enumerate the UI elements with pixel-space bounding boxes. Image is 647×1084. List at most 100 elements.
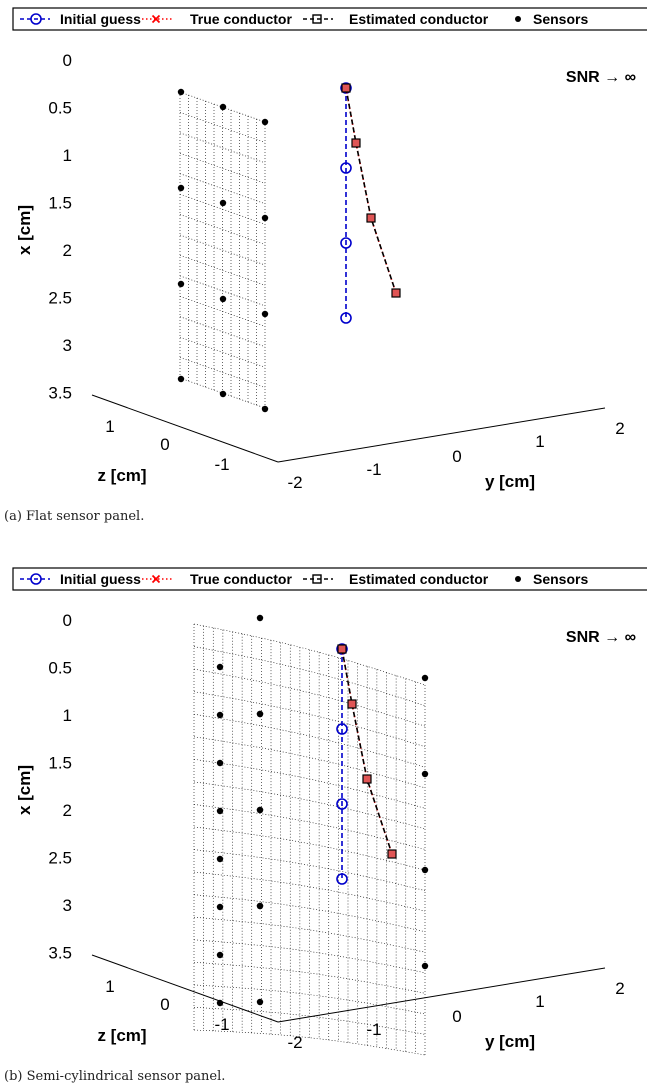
mesh-line	[193, 691, 426, 747]
legend-marker	[515, 576, 521, 582]
series-line	[345, 87, 397, 294]
data-point	[391, 288, 401, 298]
legend-label: Sensors	[533, 11, 588, 27]
legend-label: True conductor	[190, 571, 292, 587]
data-point	[336, 643, 348, 655]
legend-entry: Initial guess	[20, 571, 141, 587]
y-tick-label: -1	[366, 460, 381, 479]
z-tick-label: 0	[160, 435, 169, 454]
legend-panel-0: Initial guess True conductor Estimated con…	[12, 7, 647, 31]
data-point	[340, 162, 352, 174]
y-axis-line	[277, 967, 606, 1023]
y-tick-label: -2	[287, 473, 302, 492]
sensor-point	[421, 962, 429, 970]
caption-panel-1: (b) Semi-cylindrical sensor panel.	[4, 1069, 225, 1084]
x-axis-label: x [cm]	[15, 205, 34, 255]
mesh-line	[193, 849, 426, 891]
x-tick-label: 2	[63, 241, 72, 260]
sensor-point	[216, 999, 224, 1007]
sensor-point	[216, 807, 224, 815]
x-axis-label: x [cm]	[15, 765, 34, 815]
x-tick-label: 2	[63, 801, 72, 820]
y-axis-label: y [cm]	[485, 472, 535, 491]
legend-box	[12, 7, 647, 31]
sensor-point	[216, 855, 224, 863]
sensor-point	[219, 199, 227, 207]
sensors	[177, 88, 269, 413]
series-estimated-conductor	[341, 83, 401, 298]
mesh-line	[179, 296, 266, 327]
z-tick-label: 1	[105, 417, 114, 436]
legend-entry: Initial guess	[20, 11, 141, 27]
sensor-point	[256, 902, 264, 910]
axes-panel-1: 0 0.5 1 1.5 2 2.5 3 3.5 x [cm] 1 0 -1 z [cm] -2 -1 0 1 2 y…	[15, 611, 636, 1052]
x-tick-label: 1.5	[48, 194, 72, 213]
sensor-point	[177, 375, 185, 383]
z-axis-line	[91, 954, 279, 1023]
y-tick-label: 0	[452, 1007, 461, 1026]
sensor-mesh	[179, 91, 266, 409]
y-tick-label: 1	[535, 432, 544, 451]
sensor-point	[177, 280, 185, 288]
x-tick-label: 1.5	[48, 754, 72, 773]
sensor-point	[216, 951, 224, 959]
legend-entry: Estimated conductor	[303, 11, 489, 27]
sensor-point	[421, 674, 429, 682]
data-point	[336, 873, 348, 885]
sensor-point	[256, 614, 264, 622]
data-point	[340, 82, 352, 94]
data-point	[340, 312, 352, 324]
data-point	[366, 213, 376, 223]
data-point	[387, 849, 397, 859]
sensor-point	[421, 866, 429, 874]
data-point	[336, 798, 348, 810]
sensor-point	[216, 711, 224, 719]
legend-marker	[30, 13, 42, 25]
mesh-line	[193, 623, 426, 686]
snr-annotation: SNR → ∞	[566, 629, 636, 646]
legend-entry: Sensors	[515, 571, 588, 587]
x-tick-label: 3.5	[48, 944, 72, 963]
series-initial-guess	[340, 82, 352, 324]
axes-panel-0: 0 0.5 1 1.5 2 2.5 3 3.5 x [cm] 1 0 -1 z [cm] -2 -1 0 1 2 y…	[15, 51, 636, 492]
x-tick-label: 3	[63, 336, 72, 355]
mesh-line	[179, 255, 266, 286]
legend-marker-stroke	[151, 574, 161, 584]
mesh-line	[193, 826, 426, 871]
z-tick-label: -1	[214, 1015, 229, 1034]
mesh-line	[179, 316, 266, 347]
data-point	[351, 138, 361, 148]
legend-marker	[30, 573, 42, 585]
sensor-point	[256, 806, 264, 814]
legend-marker	[312, 14, 322, 24]
snr-annotation: SNR → ∞	[566, 69, 636, 86]
conductor-series	[340, 82, 401, 324]
sensor-point	[261, 214, 269, 222]
legend-box	[12, 567, 647, 591]
mesh-line	[179, 132, 266, 164]
z-tick-label: 1	[105, 977, 114, 996]
mesh-line	[193, 871, 426, 912]
conductor-series	[336, 643, 397, 885]
legend-entry: Estimated conductor	[303, 571, 489, 587]
series-initial-guess	[336, 643, 348, 885]
x-tick-label: 0.5	[48, 99, 72, 118]
mesh-line	[179, 275, 266, 307]
sensor-point	[256, 710, 264, 718]
legend-marker-stroke	[151, 14, 161, 24]
mesh-line	[193, 962, 426, 994]
mesh-line	[179, 336, 266, 368]
mesh-line	[193, 646, 426, 706]
legend-label: Estimated conductor	[349, 11, 489, 27]
legend-label: True conductor	[190, 11, 292, 27]
mesh-line	[193, 713, 426, 768]
mesh-line	[193, 736, 426, 789]
sensor-point	[216, 663, 224, 671]
mesh-line	[193, 781, 426, 830]
legend-entry: Sensors	[515, 11, 588, 27]
mesh-line	[179, 112, 266, 143]
sensor-point	[219, 295, 227, 303]
data-point	[341, 83, 351, 93]
x-tick-label: 3	[63, 896, 72, 915]
